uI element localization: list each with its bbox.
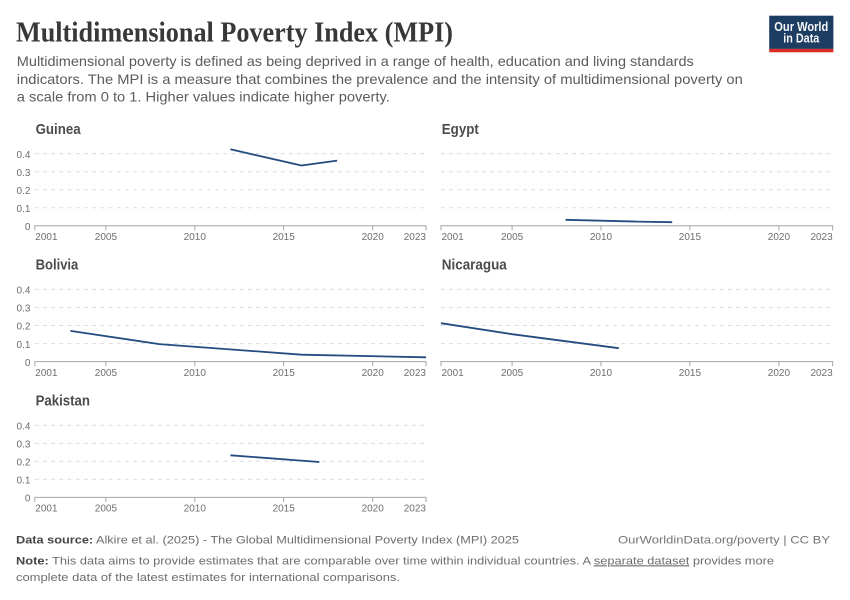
svg-text:2005: 2005 xyxy=(95,368,118,379)
svg-text:2023: 2023 xyxy=(404,232,427,243)
svg-text:2023: 2023 xyxy=(810,232,833,243)
svg-text:Guinea: Guinea xyxy=(36,121,82,138)
svg-text:2023: 2023 xyxy=(810,368,833,379)
svg-text:0.4: 0.4 xyxy=(16,286,30,297)
svg-text:0: 0 xyxy=(25,358,31,369)
svg-text:2020: 2020 xyxy=(362,368,385,379)
svg-text:Egypt: Egypt xyxy=(442,121,479,138)
svg-text:Nicaragua: Nicaragua xyxy=(442,257,508,274)
svg-text:2020: 2020 xyxy=(768,232,791,243)
svg-text:complete data of the latest es: complete data of the latest estimates fo… xyxy=(16,572,400,584)
svg-text:2015: 2015 xyxy=(273,504,296,515)
svg-text:2001: 2001 xyxy=(442,368,465,379)
svg-text:2010: 2010 xyxy=(184,504,207,515)
svg-text:a scale from 0 to 1. Higher va: a scale from 0 to 1. Higher values indic… xyxy=(17,88,390,104)
svg-text:2010: 2010 xyxy=(184,368,207,379)
svg-text:0.2: 0.2 xyxy=(16,322,30,333)
svg-text:0.4: 0.4 xyxy=(16,421,30,432)
svg-text:indicators. The MPI is a measu: indicators. The MPI is a measure that co… xyxy=(17,71,743,87)
svg-text:2023: 2023 xyxy=(404,504,427,515)
svg-text:in Data: in Data xyxy=(783,32,820,46)
svg-text:2010: 2010 xyxy=(590,368,613,379)
svg-text:2010: 2010 xyxy=(184,232,207,243)
svg-text:2020: 2020 xyxy=(362,504,385,515)
svg-text:2020: 2020 xyxy=(362,232,385,243)
svg-text:2020: 2020 xyxy=(768,368,791,379)
svg-text:2001: 2001 xyxy=(442,232,465,243)
svg-text:2005: 2005 xyxy=(501,232,524,243)
svg-text:Our World: Our World xyxy=(774,20,828,34)
svg-text:0.3: 0.3 xyxy=(16,439,30,450)
svg-text:2005: 2005 xyxy=(501,368,524,379)
svg-text:2015: 2015 xyxy=(273,232,296,243)
svg-text:Data source: Alkire et al. (20: Data source: Alkire et al. (2025) - The … xyxy=(16,535,519,547)
svg-text:0.3: 0.3 xyxy=(16,168,30,179)
svg-text:2010: 2010 xyxy=(590,232,613,243)
svg-text:0.3: 0.3 xyxy=(16,304,30,315)
svg-text:OurWorldinData.org/poverty | C: OurWorldinData.org/poverty | CC BY xyxy=(618,535,831,547)
svg-text:Note: This data aims to provid: Note: This data aims to provide estimate… xyxy=(16,555,774,567)
svg-text:2023: 2023 xyxy=(404,368,427,379)
svg-text:Multidimensional Poverty Index: Multidimensional Poverty Index (MPI) xyxy=(16,17,453,49)
svg-text:0.2: 0.2 xyxy=(16,186,30,197)
svg-text:2001: 2001 xyxy=(35,232,58,243)
svg-text:0: 0 xyxy=(25,494,31,505)
svg-text:2015: 2015 xyxy=(273,368,296,379)
svg-text:0.4: 0.4 xyxy=(16,150,30,161)
svg-text:2001: 2001 xyxy=(35,504,58,515)
svg-text:Multidimensional poverty is de: Multidimensional poverty is defined as b… xyxy=(17,53,694,69)
svg-text:0.2: 0.2 xyxy=(16,458,30,469)
svg-text:2005: 2005 xyxy=(95,504,118,515)
svg-text:2015: 2015 xyxy=(679,368,702,379)
svg-text:0.1: 0.1 xyxy=(16,340,30,351)
svg-text:2015: 2015 xyxy=(679,232,702,243)
svg-text:0.1: 0.1 xyxy=(16,476,30,487)
svg-text:0.1: 0.1 xyxy=(16,204,30,215)
svg-text:Pakistan: Pakistan xyxy=(36,393,90,410)
svg-text:2001: 2001 xyxy=(35,368,58,379)
svg-text:0: 0 xyxy=(25,222,31,233)
svg-text:2005: 2005 xyxy=(95,232,118,243)
svg-text:Bolivia: Bolivia xyxy=(36,257,79,274)
